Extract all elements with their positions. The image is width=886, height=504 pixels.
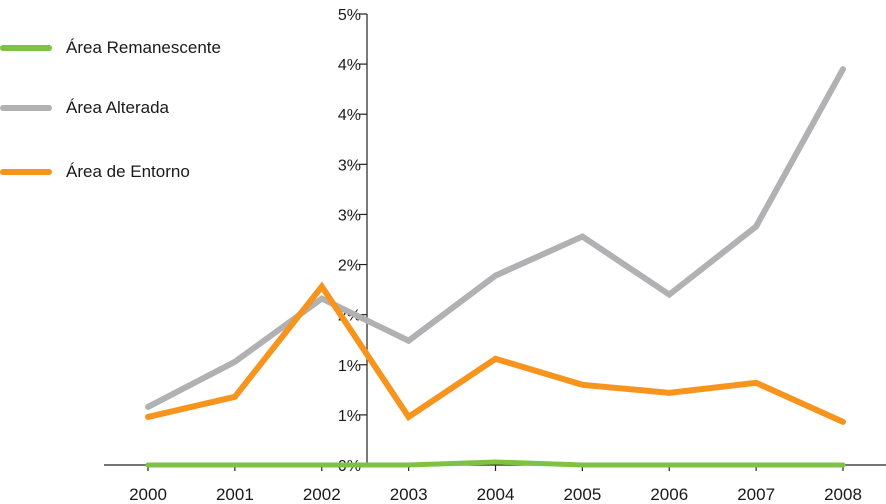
legend-label-area-remanescente: Área Remanescente [66, 38, 221, 57]
x-tick-label: 2006 [650, 485, 688, 504]
legend-swatch-area-alterada [0, 105, 52, 111]
series-lines [145, 66, 846, 468]
x-tick-label: 2004 [477, 485, 515, 504]
y-tick-label: 1% [338, 408, 361, 425]
series-line-area-de-entorno [145, 281, 846, 425]
x-tick-label: 2007 [737, 485, 775, 504]
x-tick-label: 2001 [216, 485, 254, 504]
x-axis-ticks: 2000 2001 2002 2003 2004 2005 2006 2007 2008 [129, 465, 862, 504]
y-tick-label: 5% [338, 7, 361, 24]
y-tick-label: 3% [338, 157, 361, 174]
y-tick-label: 2% [338, 258, 361, 275]
y-tick-label: 4% [338, 57, 361, 74]
y-axis-ticks: 0%1%1%2%2%3%3%4%4%5% [338, 7, 367, 475]
legend-swatch-area-remanescente [0, 45, 52, 51]
x-tick-label: 2002 [303, 485, 341, 504]
y-tick-label: 3% [338, 207, 361, 224]
legend-item-area-alterada: Área Alterada [0, 98, 169, 118]
x-tick-label: 2005 [563, 485, 601, 504]
legend-item-area-de-entorno: Área de Entorno [0, 162, 190, 182]
y-tick-label: 1% [338, 358, 361, 375]
legend-label-area-alterada: Área Alterada [66, 98, 170, 117]
legend-swatch-area-de-entorno [0, 169, 52, 175]
x-tick-label: 2003 [390, 485, 428, 504]
legend-label-area-de-entorno: Área de Entorno [66, 162, 190, 181]
y-tick-label: 4% [338, 107, 361, 124]
x-tick-label: 2008 [824, 485, 862, 504]
x-tick-label: 2000 [129, 485, 167, 504]
legend-item-area-remanescente: Área Remanescente [0, 38, 221, 58]
